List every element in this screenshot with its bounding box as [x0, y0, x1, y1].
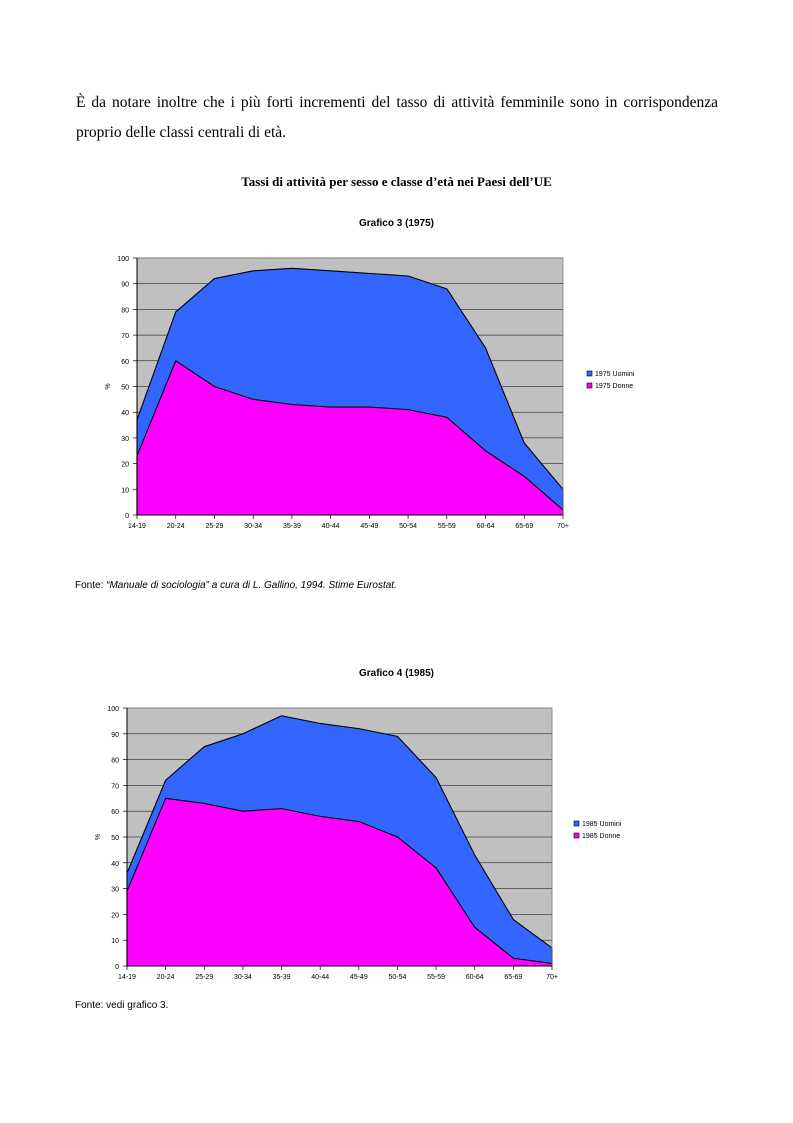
x-tick-label: 60-64: [477, 523, 495, 530]
legend-swatch: [586, 382, 593, 389]
x-tick-label: 70+: [557, 523, 569, 530]
x-tick-label: 20-24: [167, 523, 185, 530]
legend-swatch: [586, 370, 593, 377]
y-tick-label: 50: [111, 835, 119, 842]
chart-2: 0 10 20 30 40 50 60 70 80 90 100 14-19 20-24 25-29 30-…: [95, 706, 622, 981]
x-tick-label: 50-54: [399, 523, 417, 530]
legend-swatch: [573, 832, 580, 839]
x-tick-label: 20-24: [157, 974, 175, 981]
x-tick-label: 30-34: [234, 974, 252, 981]
legend-label: 1985 Donne: [582, 833, 620, 840]
x-tick-label: 25-29: [206, 523, 224, 530]
y-tick-label: 100: [117, 256, 129, 263]
x-tick-label: 14-19: [118, 974, 136, 981]
x-tick-label: 65-69: [504, 974, 522, 981]
y-tick-label: 50: [121, 385, 129, 392]
x-tick-label: 14-19: [128, 523, 146, 530]
y-tick-label: 30: [111, 887, 119, 894]
source-note-1-citation: “Manuale di sociologia” a cura di L. Gal…: [106, 580, 397, 591]
y-tick-label: 80: [121, 307, 129, 314]
y-tick-label: 60: [111, 809, 119, 816]
y-tick-label: 70: [111, 783, 119, 790]
x-tick-label: 55-59: [427, 974, 445, 981]
x-tick-label: 45-49: [360, 523, 378, 530]
y-tick-label: 20: [111, 912, 119, 919]
x-tick-label: 70+: [546, 974, 558, 981]
y-tick-label: 0: [125, 513, 129, 520]
x-tick-label: 35-39: [283, 523, 301, 530]
y-tick-label: 70: [121, 333, 129, 340]
y-tick-label: 90: [121, 282, 129, 289]
y-tick-label: 30: [121, 436, 129, 443]
legend-label: 1975 Donne: [595, 383, 633, 390]
source-note-1-prefix: Fonte:: [75, 580, 107, 591]
x-tick-label: 40-44: [322, 523, 340, 530]
y-axis-label: %: [95, 834, 102, 840]
chart-2-title: Grafico 4 (1985): [358, 668, 435, 679]
legend-swatch: [573, 820, 580, 827]
body-paragraph: È da notare inoltre che i più forti incr…: [76, 94, 718, 141]
y-tick-label: 20: [121, 462, 129, 469]
legend-label: 1975 Uomini: [595, 371, 635, 378]
x-tick-label: 50-54: [389, 974, 407, 981]
x-tick-label: 45-49: [350, 974, 368, 981]
chart-1: 0 10 20 30 40 50 60 70 80 90 100 14-19 20-24 25-29 30-…: [105, 256, 635, 530]
chart-1-title: Grafico 3 (1975): [358, 218, 435, 229]
x-tick-label: 35-39: [273, 974, 291, 981]
section-title: Tassi di attività per sesso e classe d’e…: [241, 174, 552, 189]
source-note-2: Fonte: vedi grafico 3.: [75, 1000, 169, 1011]
x-tick-label: 65-69: [515, 523, 533, 530]
y-axis-label: %: [105, 383, 112, 389]
x-tick-label: 40-44: [311, 974, 329, 981]
x-tick-label: 30-34: [244, 523, 262, 530]
series-area-women: [136, 360, 564, 516]
series-area-women: [126, 797, 553, 967]
y-tick-label: 10: [121, 487, 129, 494]
y-tick-label: 60: [121, 359, 129, 366]
y-tick-label: 80: [111, 758, 119, 765]
x-tick-label: 25-29: [195, 974, 213, 981]
x-tick-label: 55-59: [438, 523, 456, 530]
y-tick-label: 40: [111, 861, 119, 868]
y-tick-label: 100: [107, 706, 119, 713]
y-tick-label: 10: [111, 938, 119, 945]
legend-label: 1985 Uomini: [582, 821, 622, 828]
x-tick-label: 60-64: [466, 974, 484, 981]
source-note-1: Fonte: “Manuale di sociologia” a cura di…: [75, 580, 397, 591]
y-tick-label: 0: [115, 964, 119, 971]
y-tick-label: 90: [111, 732, 119, 739]
y-tick-label: 40: [121, 410, 129, 417]
